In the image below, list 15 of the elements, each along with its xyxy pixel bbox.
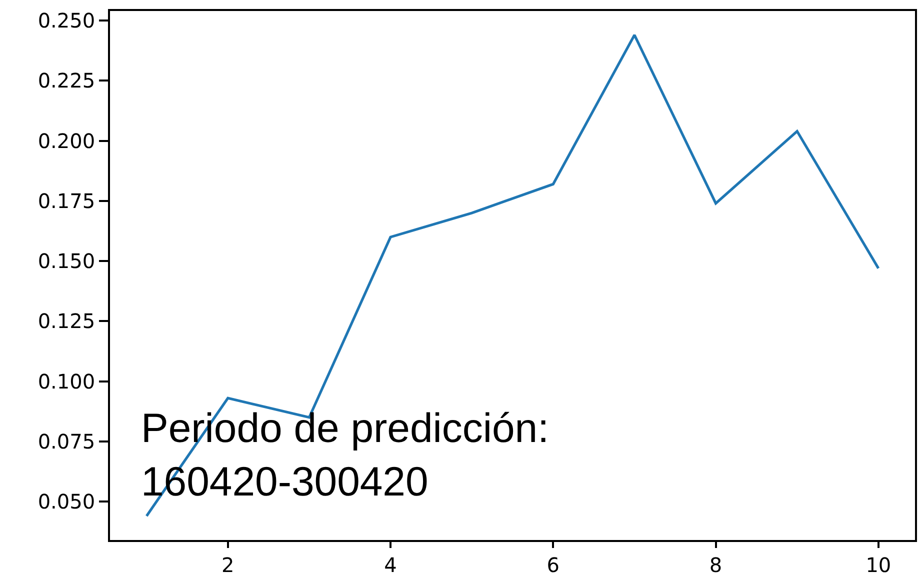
y-tick-label: 0.250	[38, 8, 96, 33]
x-tick-label: 6	[546, 552, 560, 577]
y-tick-label: 0.200	[38, 128, 96, 153]
line-series	[145, 34, 880, 518]
y-tick-label: 0.175	[38, 188, 96, 213]
y-tick-label: 0.150	[38, 249, 96, 274]
y-tick-label: 0.225	[38, 68, 96, 93]
x-tick-label: 10	[866, 552, 892, 577]
x-tick-label: 4	[384, 552, 397, 577]
y-tick-label: 0.075	[38, 429, 96, 454]
y-tick-label: 0.125	[38, 309, 96, 334]
x-tick-label: 8	[709, 552, 722, 577]
y-tick-label: 0.050	[38, 490, 96, 514]
y-tick-label: 0.100	[38, 369, 96, 394]
x-tick-label: 2	[222, 552, 234, 577]
